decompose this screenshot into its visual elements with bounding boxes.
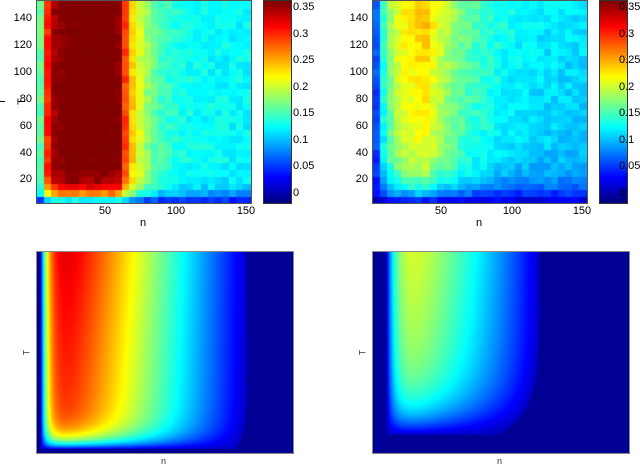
xtick-150: 150 [572, 205, 592, 217]
cbtick-0.2: 0.2 [293, 81, 309, 93]
cbtick-0.3: 0.3 [619, 28, 635, 40]
cbtick-0.05: 0.05 [293, 160, 315, 172]
cbtick-0.1: 0.1 [619, 134, 635, 146]
ytick-140: 140 [13, 12, 32, 24]
xlabel-bottom-right: n [497, 456, 503, 466]
xtick-50: 50 [98, 205, 112, 217]
cbtick-0.15: 0.15 [619, 107, 640, 119]
heatmap-canvas-top-right [373, 1, 587, 203]
ylabel-bottom-right: T [357, 349, 368, 356]
ytick-120: 120 [349, 39, 368, 51]
cbtick-0.25: 0.25 [619, 54, 640, 66]
ytick-60: 60 [355, 120, 368, 132]
ytick-80: 80 [19, 93, 32, 105]
xtick-100: 100 [166, 205, 186, 217]
cbtick-0: 0 [293, 187, 300, 199]
ytick-120: 120 [13, 39, 32, 51]
heatmap-canvas-bottom-left [37, 252, 293, 453]
cbtick-0.05: 0.05 [619, 160, 640, 172]
colorbar-canvas-top-right [600, 1, 627, 203]
heatmap-bottom-left [36, 251, 294, 454]
ytick-80: 80 [355, 93, 368, 105]
xtick-50: 50 [434, 205, 448, 217]
ytick-20: 20 [19, 173, 32, 185]
ytick-60: 60 [19, 120, 32, 132]
ylabel-top-left: T [0, 98, 8, 105]
xtick-150: 150 [236, 205, 256, 217]
cbtick-0.2: 0.2 [619, 81, 635, 93]
cbtick-0.1: 0.1 [293, 134, 309, 146]
cbtick-0: 0 [619, 187, 626, 199]
ytick-100: 100 [349, 66, 368, 78]
ytick-140: 140 [349, 12, 368, 24]
colorbar-top-right [599, 0, 628, 204]
cbtick-0.3: 0.3 [293, 28, 309, 40]
colorbar-canvas-top-left [264, 1, 291, 203]
ytick-40: 40 [19, 147, 32, 159]
xlabel-top-left: n [140, 217, 147, 229]
ylabel-bottom-left: T [21, 349, 32, 356]
cbtick-0.15: 0.15 [293, 107, 315, 119]
heatmap-canvas-bottom-right [373, 252, 629, 453]
ytick-100: 100 [13, 66, 32, 78]
ylabel-top-right: T [15, 98, 28, 105]
colorbar-top-left [263, 0, 292, 204]
xlabel-bottom-left: n [161, 456, 167, 466]
heatmap-top-right [372, 0, 588, 204]
heatmap-canvas-top-left [37, 1, 251, 203]
ytick-20: 20 [355, 173, 368, 185]
xlabel-top-right: n [476, 217, 483, 229]
cbtick-0.35: 0.35 [619, 1, 640, 13]
heatmap-bottom-right [372, 251, 630, 454]
heatmap-top-left [36, 0, 252, 204]
ytick-40: 40 [355, 147, 368, 159]
xtick-100: 100 [502, 205, 522, 217]
cbtick-0.25: 0.25 [293, 54, 315, 66]
cbtick-0.35: 0.35 [293, 1, 315, 13]
